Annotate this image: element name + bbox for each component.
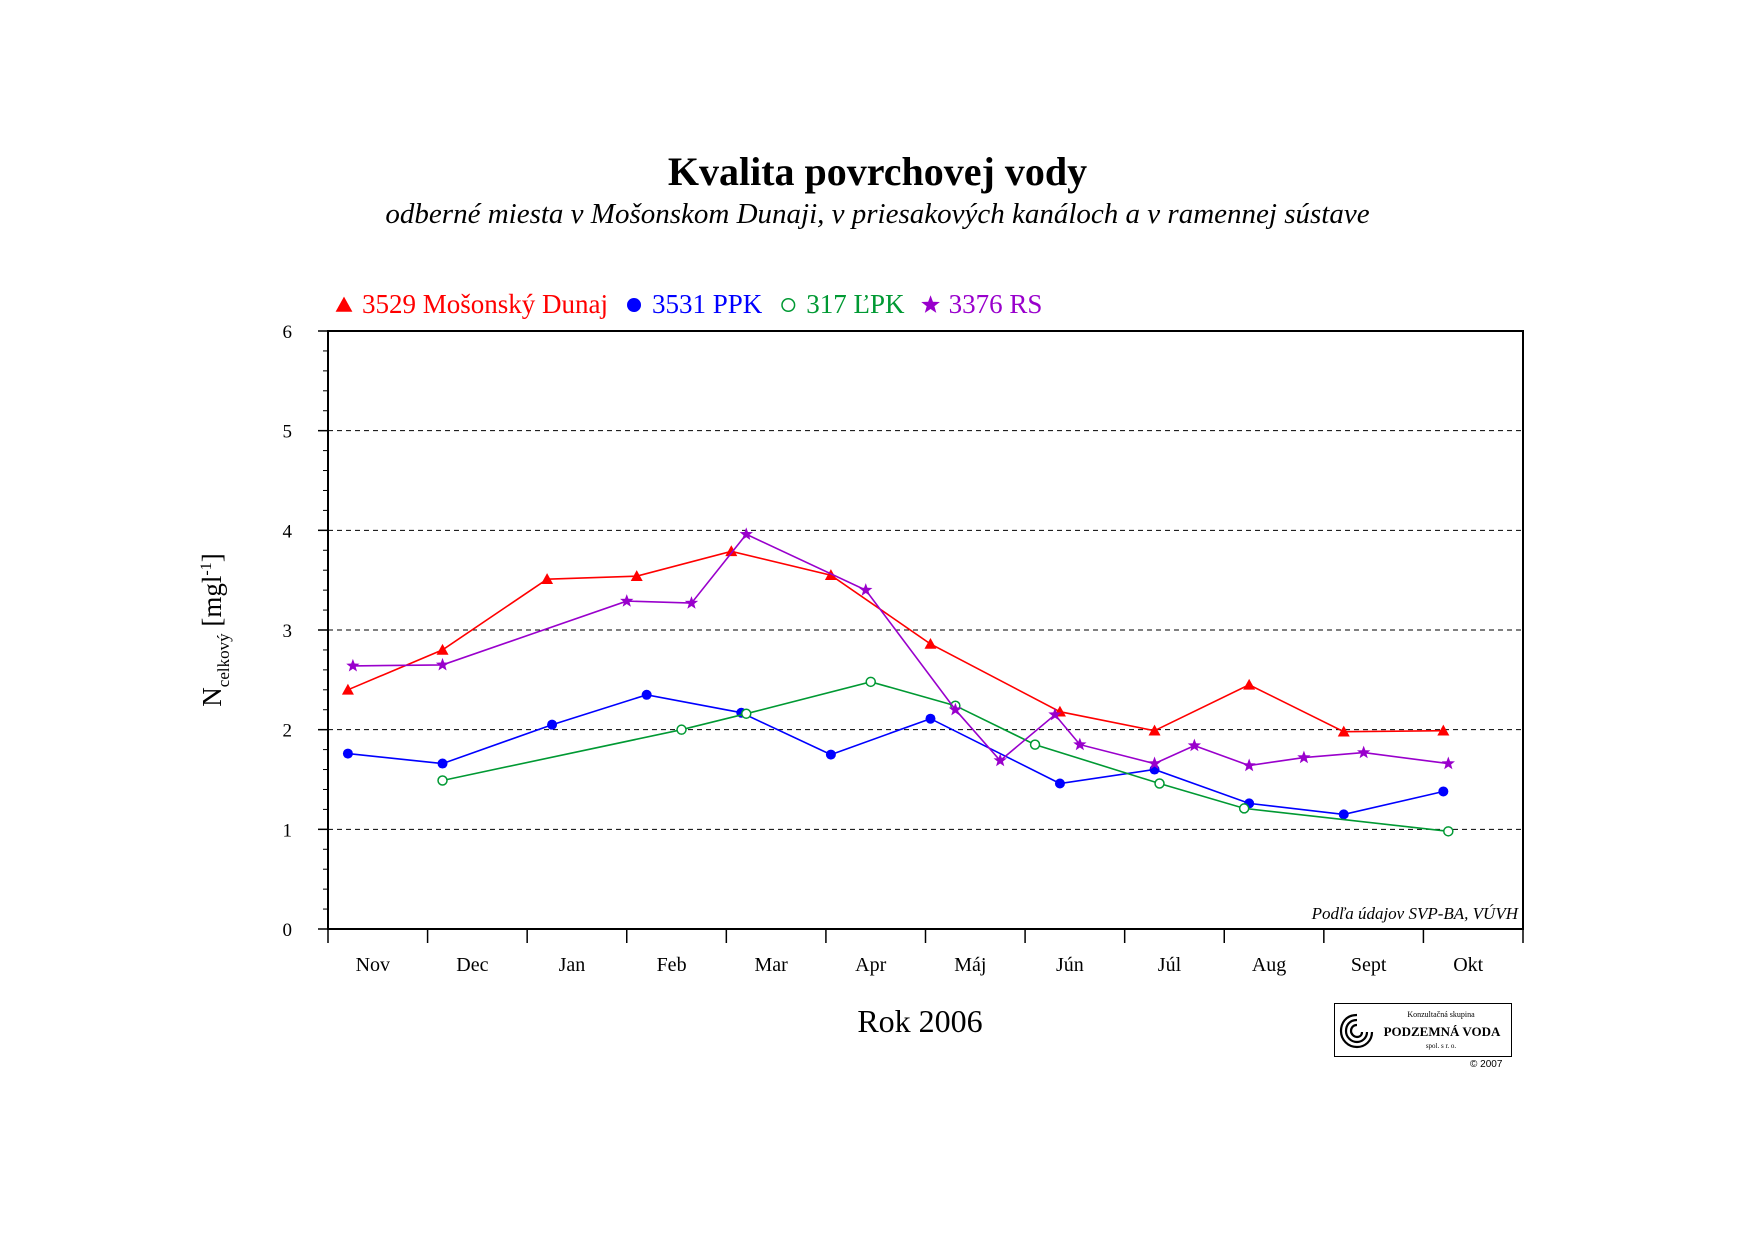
logo-line3: spol. s r. o. xyxy=(1425,1042,1457,1050)
x-tick-label-11: Okt xyxy=(1453,954,1483,976)
data-point-2-2 xyxy=(741,708,752,719)
data-point-2-0 xyxy=(437,775,448,786)
legend-marker-1 xyxy=(627,298,642,312)
data-point-3-1 xyxy=(435,657,450,671)
legend-marker-2 xyxy=(781,297,796,313)
data-point-1-3 xyxy=(641,689,652,700)
chart-title: Kvalita povrchovej vody xyxy=(667,149,1088,194)
y-tick-label-1: 1 xyxy=(283,820,293,841)
data-point-3-11 xyxy=(1187,738,1202,752)
data-point-0-2 xyxy=(541,573,554,584)
data-point-0-0 xyxy=(341,683,354,695)
legend-marker-0 xyxy=(335,296,353,312)
x-tick-label-3: Feb xyxy=(657,954,687,976)
data-point-1-0 xyxy=(342,748,353,759)
data-point-1-10 xyxy=(1338,809,1349,820)
data-point-3-15 xyxy=(1441,756,1455,770)
legend: 3529 Mošonský Dunaj 3531 PPK 317 ĽPK 3376 R… xyxy=(335,289,1043,319)
y-tick-label-4: 4 xyxy=(283,521,293,542)
data-point-2-7 xyxy=(1238,803,1250,814)
logo-line2: PODZEMNÁ VODA xyxy=(1383,1024,1501,1039)
data-point-1-5 xyxy=(825,749,836,760)
data-point-0-9 xyxy=(1243,678,1256,690)
legend-label-3: 3376 RS xyxy=(949,289,1043,319)
x-tick-label-5: Apr xyxy=(855,954,886,976)
data-point-3-12 xyxy=(1242,758,1256,772)
x-tick-label-4: Mar xyxy=(754,954,788,976)
series-0 xyxy=(341,545,1450,737)
x-tick-label-2: Jan xyxy=(559,954,586,976)
company-logo: Konzultačná skupina PODZEMNÁ VODA spol. … xyxy=(1334,1003,1512,1057)
data-point-1-1 xyxy=(437,758,448,769)
data-point-3-7 xyxy=(993,753,1007,767)
x-tick-label-6: Máj xyxy=(954,954,986,976)
data-point-2-5 xyxy=(1029,739,1041,750)
data-point-2-6 xyxy=(1154,778,1165,789)
x-tick-label-8: Júl xyxy=(1158,954,1182,976)
data-point-0-10 xyxy=(1337,725,1350,737)
data-point-1-11 xyxy=(1438,786,1449,797)
waves-logo-icon xyxy=(1339,1013,1374,1049)
series-3 xyxy=(346,527,1455,772)
y-tick-label-3: 3 xyxy=(283,621,293,642)
chart-subtitle: odberné miesta v Mošonskom Dunaji, v pri… xyxy=(385,198,1370,230)
y-tick-label-0: 0 xyxy=(283,920,293,941)
y-axis-label: Ncelkový [mgl-1] xyxy=(197,553,233,706)
data-point-3-0 xyxy=(346,658,360,672)
data-point-2-1 xyxy=(676,724,687,735)
y-axis-label-close: ] xyxy=(197,553,227,562)
x-axis-label: Rok 2006 xyxy=(857,1003,982,1039)
copyright: © 2007 xyxy=(1470,1059,1503,1070)
data-point-0-3 xyxy=(630,570,643,581)
data-point-3-14 xyxy=(1357,745,1371,759)
y-tick-label-2: 2 xyxy=(283,721,293,742)
x-tick-label-0: Nov xyxy=(356,954,390,976)
y-axis-ticks: 0 1 2 3 4 5 6 xyxy=(283,322,328,941)
data-point-3-9 xyxy=(1073,737,1087,751)
data-point-0-6 xyxy=(924,637,937,649)
data-point-3-2 xyxy=(620,594,634,607)
logo-line1: Konzultačná skupina xyxy=(1407,1010,1475,1019)
data-point-1-7 xyxy=(1054,778,1065,789)
data-point-3-10 xyxy=(1147,756,1162,770)
legend-marker-3 xyxy=(921,295,940,313)
legend-label-2: 317 ĽPK xyxy=(806,289,905,319)
series-line-3 xyxy=(352,533,1449,767)
y-axis-label-sub: celkový xyxy=(214,633,233,687)
x-tick-label-7: Jún xyxy=(1056,954,1084,976)
x-tick-label-9: Aug xyxy=(1252,954,1286,976)
data-point-2-3 xyxy=(865,676,876,688)
data-point-3-4 xyxy=(739,527,753,540)
data-point-0-11 xyxy=(1437,724,1450,736)
y-axis-label-main: N xyxy=(197,687,227,707)
x-tick-label-10: Sept xyxy=(1351,954,1387,976)
source-note: Podľa údajov SVP-BA, VÚVH xyxy=(1311,904,1520,923)
x-tick-label-1: Dec xyxy=(456,954,488,976)
data-point-3-5 xyxy=(859,583,873,596)
series-1 xyxy=(342,689,1449,820)
data-point-0-1 xyxy=(436,643,449,655)
data-point-3-8 xyxy=(1048,707,1062,721)
data-point-0-8 xyxy=(1148,724,1161,736)
data-point-3-13 xyxy=(1297,750,1311,764)
legend-label-1: 3531 PPK xyxy=(652,289,763,319)
data-point-1-2 xyxy=(547,719,558,730)
data-point-2-8 xyxy=(1443,826,1454,837)
data-point-3-3 xyxy=(684,596,699,609)
series-layer xyxy=(341,527,1455,837)
data-point-0-4 xyxy=(725,545,738,557)
data-point-1-6 xyxy=(925,713,936,724)
series-line-1 xyxy=(347,693,1444,816)
y-tick-label-5: 5 xyxy=(283,422,293,443)
data-point-3-6 xyxy=(948,702,963,716)
gridlines xyxy=(328,430,1523,830)
y-axis-label-unit: [mgl xyxy=(197,576,227,634)
y-axis-label-sup: -1 xyxy=(198,562,215,575)
y-tick-label-6: 6 xyxy=(283,322,293,343)
x-axis-ticks: Nov Dec Jan Feb Mar Apr Máj Jún Júl Aug Sept Okt xyxy=(327,929,1524,976)
legend-label-0: 3529 Mošonský Dunaj xyxy=(362,289,608,319)
